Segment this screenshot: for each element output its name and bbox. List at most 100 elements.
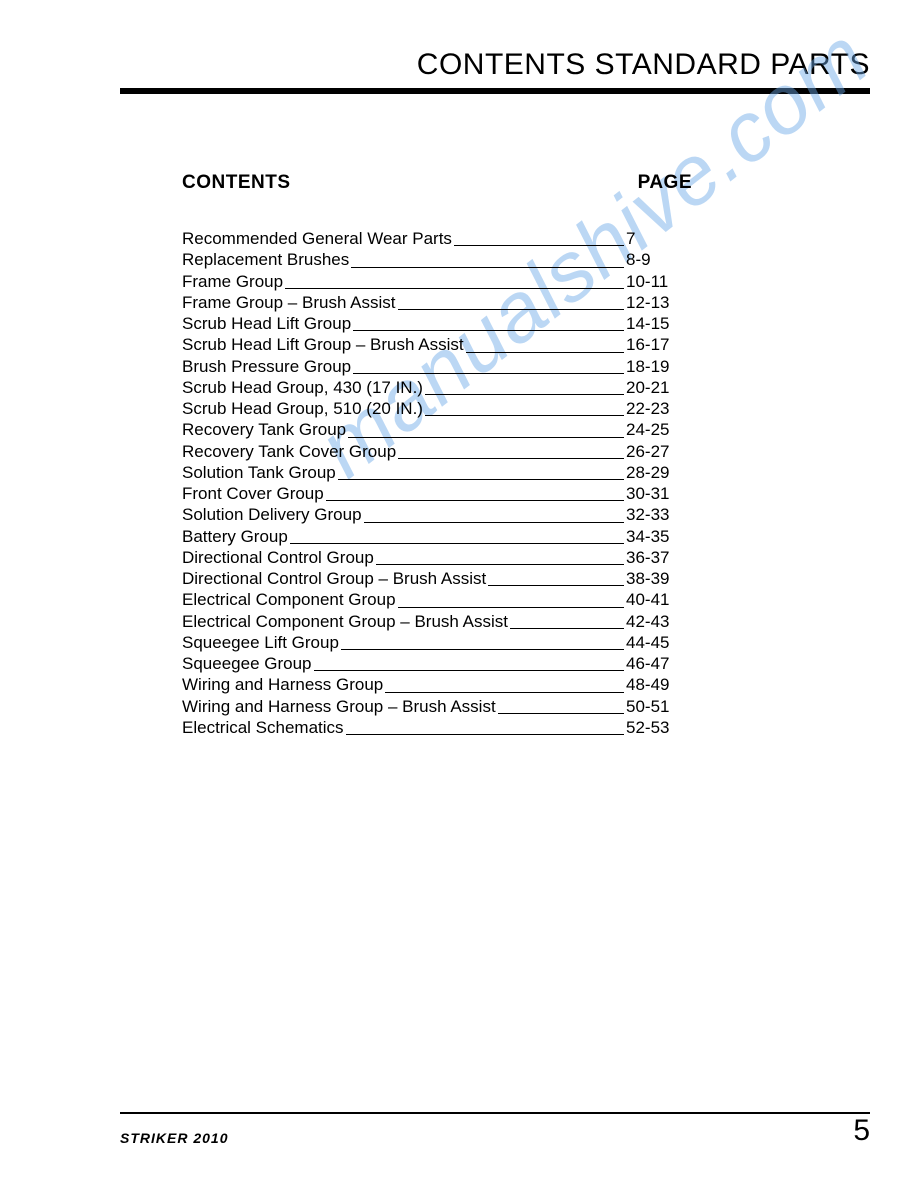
toc-page: 12-13 [626,292,692,313]
toc-leader [510,628,624,629]
toc-leader [376,564,624,565]
page-heading: PAGE [638,172,692,194]
toc-row: Wiring and Harness Group – Brush Assist5… [182,696,692,717]
toc-page: 46-47 [626,653,692,674]
toc-row: Scrub Head Lift Group 14-15 [182,313,692,334]
toc-page: 8-9 [626,249,692,270]
toc-leader [314,670,625,671]
toc-label: Squeegee Group [182,653,312,674]
toc-label: Front Cover Group [182,483,324,504]
toc-label: Wiring and Harness Group [182,674,383,695]
toc-list: Recommended General Wear Parts7Replaceme… [182,228,692,738]
toc-row: Directional Control Group – Brush Assist… [182,568,692,589]
toc-label: Electrical Component Group [182,589,396,610]
toc-label: Scrub Head Lift Group [182,313,351,334]
toc-row: Solution Delivery Group 32-33 [182,504,692,525]
toc-page: 28-29 [626,462,692,483]
toc-page: 38-39 [626,568,692,589]
toc-page: 40-41 [626,589,692,610]
toc-label: Recovery Tank Group [182,419,346,440]
toc-page: 36-37 [626,547,692,568]
toc-page: 50-51 [626,696,692,717]
toc-label: Replacement Brushes [182,249,349,270]
toc-page: 10-11 [626,271,692,292]
toc-label: Electrical Schematics [182,717,344,738]
toc-row: Battery Group 34-35 [182,526,692,547]
toc-page: 7 [626,228,692,249]
toc-label: Recommended General Wear Parts [182,228,452,249]
toc-leader [353,330,624,331]
toc-leader [385,692,624,693]
toc-row: Electrical Component Group 40-41 [182,589,692,610]
toc-row: Scrub Head Group, 510 (20 IN.) 22-23 [182,398,692,419]
toc-leader [466,352,624,353]
toc-row: Recovery Tank Cover Group 26-27 [182,441,692,462]
toc-label: Scrub Head Group, 510 (20 IN.) [182,398,423,419]
toc-page: 48-49 [626,674,692,695]
toc-page: 32-33 [626,504,692,525]
toc-page: 14-15 [626,313,692,334]
toc-block: CONTENTS PAGE Recommended General Wear P… [182,172,692,738]
toc-row: Scrub Head Group, 430 (17 IN.) 20-21 [182,377,692,398]
toc-leader [364,522,624,523]
toc-leader [290,543,624,544]
toc-leader [348,437,624,438]
footer-label: STRIKER 2010 [120,1130,228,1146]
toc-page: 52-53 [626,717,692,738]
toc-row: Replacement Brushes 8-9 [182,249,692,270]
toc-leader [454,245,624,246]
header-title: CONTENTS STANDARD PARTS [120,48,870,88]
toc-leader [425,415,624,416]
toc-row: Frame Group – Brush Assist12-13 [182,292,692,313]
toc-leader [353,373,624,374]
toc-label: Electrical Component Group – Brush Assis… [182,611,508,632]
toc-leader [398,458,624,459]
toc-row: Directional Control Group 36-37 [182,547,692,568]
toc-label: Brush Pressure Group [182,356,351,377]
toc-page: 34-35 [626,526,692,547]
toc-leader [341,649,624,650]
toc-row: Front Cover Group 30-31 [182,483,692,504]
page: CONTENTS STANDARD PARTS manualshive.com … [0,0,918,1188]
toc-label: Scrub Head Group, 430 (17 IN.) [182,377,423,398]
toc-page: 42-43 [626,611,692,632]
toc-page: 30-31 [626,483,692,504]
toc-row: Squeegee Group 46-47 [182,653,692,674]
toc-leader [346,734,624,735]
toc-row: Solution Tank Group28-29 [182,462,692,483]
toc-row: Brush Pressure Group 18-19 [182,356,692,377]
toc-row: Recovery Tank Group24-25 [182,419,692,440]
footer-row: STRIKER 2010 5 [120,1116,870,1146]
contents-heading: CONTENTS [182,172,291,194]
toc-label: Frame Group [182,271,283,292]
toc-leader [338,479,624,480]
toc-label: Solution Delivery Group [182,504,362,525]
toc-label: Scrub Head Lift Group – Brush Assist [182,334,464,355]
toc-leader [326,500,624,501]
toc-row: Squeegee Lift Group44-45 [182,632,692,653]
toc-page: 22-23 [626,398,692,419]
footer-rule [120,1112,870,1114]
toc-label: Directional Control Group [182,547,374,568]
toc-page: 16-17 [626,334,692,355]
toc-leader [425,394,624,395]
toc-page: 26-27 [626,441,692,462]
toc-row: Electrical Component Group – Brush Assis… [182,611,692,632]
toc-leader [398,309,624,310]
toc-row: Wiring and Harness Group 48-49 [182,674,692,695]
footer-page-number: 5 [853,1116,870,1146]
toc-label: Recovery Tank Cover Group [182,441,396,462]
header: CONTENTS STANDARD PARTS [120,48,870,94]
toc-page: 18-19 [626,356,692,377]
toc-heading-row: CONTENTS PAGE [182,172,692,194]
toc-leader [498,713,624,714]
toc-page: 20-21 [626,377,692,398]
toc-leader [488,585,624,586]
toc-leader [285,288,624,289]
toc-label: Directional Control Group – Brush Assist [182,568,486,589]
toc-label: Battery Group [182,526,288,547]
header-rule [120,88,870,94]
footer: STRIKER 2010 5 [120,1112,870,1146]
toc-page: 44-45 [626,632,692,653]
toc-leader [351,267,624,268]
